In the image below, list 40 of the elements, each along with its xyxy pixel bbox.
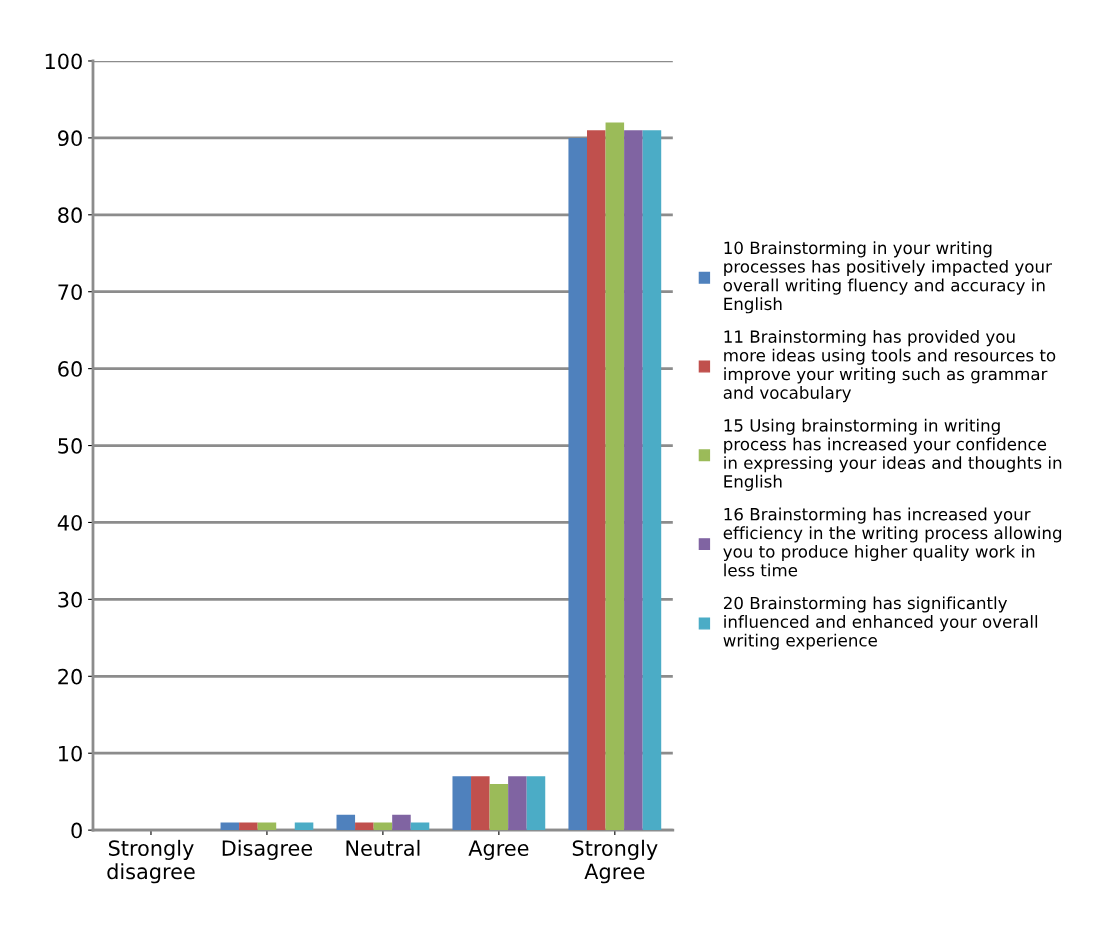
y-tick-label: 80 [58,207,82,224]
bar [220,822,240,831]
x-tick-label: Strongly Agree [572,839,658,884]
bar [392,814,411,831]
x-tick-label: Strongly disagree [107,839,195,884]
legend-label: 16 Brainstorming has increased your efficiency in the writing process allowing you to produce higher quality work in less time [723,507,1062,577]
x-tick-label: Agree [468,840,529,861]
bar [568,137,587,831]
y-tick-label: 40 [57,514,82,531]
x-tick-label: Disagree [222,839,313,861]
y-tick-label: 60 [58,361,82,377]
legend-label: 15 Using brainstorming in writing process has increased your confidence in expressing your ideas and thoughts in English [724,418,1062,491]
bar [410,822,430,831]
legend-label: 20 Brainstorming has significantly influenced and enhanced your overall writing experience [723,596,1038,650]
y-tick-label: 20 [58,668,82,685]
y-tick-label: 90 [58,130,82,147]
y-tick-label: 10 [59,745,82,762]
bar [471,776,490,831]
legend-label: 11 Brainstorming has provided you more ideas using tools and resources to improve your writing such as grammar and vocabulary [723,330,1056,403]
bar [294,822,314,831]
y-tick-label: 30 [58,591,82,608]
legend-label: 10 Brainstorming in your writing processes has positively impacted your overall writing fluency and accuracy in English [723,241,1052,314]
bar [642,130,662,831]
y-tick-label: 100 [45,53,82,70]
bar [239,822,258,831]
bar [489,783,509,831]
bar [257,822,277,831]
x-tick-label: Neutral [346,839,420,856]
bar [336,814,356,831]
bar [508,776,527,831]
bar [355,822,374,831]
y-tick-label: 0 [71,822,82,839]
bar [587,130,606,831]
bar [373,822,393,831]
y-tick-label: 50 [58,438,82,454]
bar [605,122,625,831]
bar [624,130,643,831]
bar [526,776,546,831]
bar [452,776,472,831]
y-tick-label: 70 [58,284,82,300]
